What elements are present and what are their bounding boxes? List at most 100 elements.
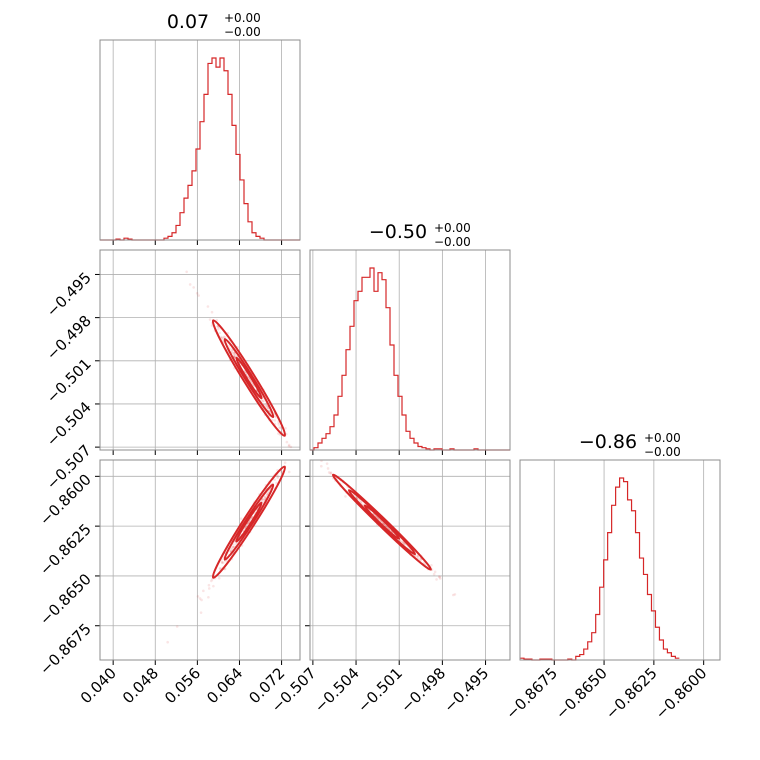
density-layer xyxy=(166,451,294,644)
sample-point xyxy=(230,547,234,551)
sample-point xyxy=(185,270,188,274)
sample-point xyxy=(383,524,387,527)
sample-point xyxy=(263,497,267,501)
panel-background xyxy=(520,460,720,660)
sample-point xyxy=(319,464,323,468)
sample-point xyxy=(202,589,205,593)
density-layer xyxy=(309,451,535,675)
sample-point xyxy=(210,324,214,327)
panel-title: −0.86 xyxy=(579,431,637,453)
sample-point xyxy=(230,349,234,352)
sample-point xyxy=(276,474,280,478)
sample-point xyxy=(199,611,203,614)
panel-background xyxy=(100,460,300,660)
y-tick-label: −0.504 xyxy=(43,398,95,450)
sample-point xyxy=(265,404,269,408)
panel-title: −0.50 xyxy=(369,221,427,243)
sample-point xyxy=(247,521,250,525)
panel-frame xyxy=(309,249,511,451)
x-tick-label: −0.8600 xyxy=(652,664,711,723)
sample-point xyxy=(247,376,251,380)
sample-point xyxy=(439,577,442,580)
sample-point xyxy=(212,584,215,588)
hist-panel-1: −0.50 +0.00−0.00 xyxy=(309,221,511,455)
sample-point xyxy=(329,471,333,474)
sample-point xyxy=(210,579,213,583)
sample-point xyxy=(260,398,263,402)
sample-point xyxy=(277,423,281,426)
sample-point xyxy=(416,554,419,558)
sample-point xyxy=(358,499,361,502)
y-tick-label: −0.8675 xyxy=(36,620,95,679)
sample-point xyxy=(277,432,280,435)
sample-point xyxy=(207,587,211,590)
contour-mid xyxy=(223,483,275,561)
density-layer xyxy=(185,270,293,449)
y-tick-label: −0.8650 xyxy=(36,570,95,629)
sample-point xyxy=(532,672,535,675)
sample-point xyxy=(320,460,323,463)
sample-point xyxy=(166,640,169,644)
sample-point xyxy=(325,462,329,465)
sample-point xyxy=(451,593,455,597)
x-tick-label: −0.8650 xyxy=(552,664,611,723)
sample-point xyxy=(231,545,235,549)
y-tick-label: −0.8625 xyxy=(36,520,95,579)
sample-point xyxy=(275,481,278,485)
sample-point xyxy=(284,426,287,430)
sample-point xyxy=(220,561,224,564)
sample-point xyxy=(437,575,441,578)
sample-point xyxy=(291,451,294,454)
sample-point xyxy=(283,461,287,465)
sample-point xyxy=(329,472,333,475)
sample-point xyxy=(344,495,347,498)
x-tick-label: −0.8675 xyxy=(502,664,561,723)
sample-point xyxy=(261,400,264,403)
title-upper-error: +0.00 xyxy=(644,431,681,445)
sample-point xyxy=(273,478,276,481)
sample-point xyxy=(219,335,223,339)
hist-panel-0: 0.07 +0.00−0.00 xyxy=(99,11,301,245)
sample-point xyxy=(218,567,222,570)
sample-point xyxy=(278,426,281,429)
sample-point xyxy=(263,495,267,499)
title-lower-error: −0.00 xyxy=(644,445,681,459)
sample-point xyxy=(231,545,235,549)
panel-title: 0.07 xyxy=(167,11,209,33)
sample-point xyxy=(432,572,436,576)
sample-point xyxy=(287,443,291,447)
sample-point xyxy=(285,440,289,444)
scatter-panel-1-0: −0.507−0.504−0.501−0.498−0.495 xyxy=(43,249,301,493)
sample-point xyxy=(309,451,312,454)
sample-point xyxy=(438,575,442,579)
sample-point xyxy=(264,403,268,407)
sample-point xyxy=(289,445,293,449)
sample-point xyxy=(206,305,210,308)
x-tick-label: 0.040 xyxy=(77,664,120,707)
x-tick-label: 0.064 xyxy=(203,664,246,707)
contour-outer xyxy=(211,319,287,437)
sample-point xyxy=(210,310,214,314)
sample-point xyxy=(239,517,243,520)
title-upper-error: +0.00 xyxy=(224,11,261,25)
sample-point xyxy=(216,328,220,331)
sample-point xyxy=(188,283,192,286)
x-tick-label: −0.8625 xyxy=(602,664,661,723)
sample-point xyxy=(317,456,320,459)
sample-point xyxy=(416,556,419,559)
title-lower-error: −0.00 xyxy=(224,25,261,39)
x-tick-label: −0.501 xyxy=(354,664,406,716)
sample-point xyxy=(207,595,210,599)
sample-point xyxy=(435,578,438,581)
sample-point xyxy=(217,576,221,580)
sample-point xyxy=(192,286,195,289)
contour-inner xyxy=(235,501,263,543)
sample-point xyxy=(195,292,199,295)
sample-point xyxy=(422,561,425,564)
x-tick-label: −0.504 xyxy=(311,664,363,716)
sample-point xyxy=(234,543,237,546)
sample-point xyxy=(291,451,294,454)
panel-frame xyxy=(99,459,301,661)
sample-point xyxy=(198,597,202,600)
